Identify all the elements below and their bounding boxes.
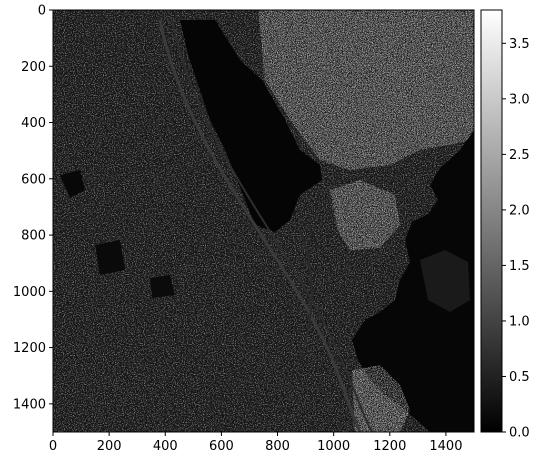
colorbar-tick-label: 2.5 [509,148,530,163]
colorbar-ticks: 0.0 0.5 1.0 1.5 2.0 2.5 3.0 3.5 [502,37,530,441]
y-tick-label: 1000 [13,285,46,300]
y-tick-label: 600 [21,172,46,187]
x-tick-label: 1200 [373,439,406,454]
colorbar-tick-label: 2.0 [509,203,530,218]
colorbar: 0.0 0.5 1.0 1.5 2.0 2.5 3.0 3.5 [480,9,530,441]
colorbar-tick-label: 3.5 [509,37,530,52]
x-tick-label: 1400 [429,439,462,454]
colorbar-tick-label: 0.5 [509,370,530,385]
x-tick-label: 200 [97,439,122,454]
colorbar-tick-label: 0.0 [509,426,530,441]
heatmap-image [53,10,474,432]
y-tick-label: 1400 [13,397,46,412]
y-tick-label: 200 [21,60,46,75]
y-tick-label: 400 [21,116,46,131]
x-tick-label: 800 [265,439,290,454]
y-tick-label: 0 [38,4,46,19]
colorbar-tick-label: 3.0 [509,92,530,107]
colorbar-tick-label: 1.0 [509,314,530,329]
x-tick-label: 0 [49,439,57,454]
y-axis: 0 200 400 600 800 1000 1200 1400 [13,4,53,412]
y-tick-label: 800 [21,229,46,244]
plot-frame [52,9,475,433]
x-axis: 0 200 400 600 800 1000 1200 1400 [49,432,462,454]
x-tick-label: 600 [209,439,234,454]
x-tick-label: 400 [153,439,178,454]
colorbar-tick-label: 1.5 [509,259,530,274]
colorbar-gradient [480,9,503,433]
x-tick-label: 1000 [317,439,350,454]
y-tick-label: 1200 [13,341,46,356]
